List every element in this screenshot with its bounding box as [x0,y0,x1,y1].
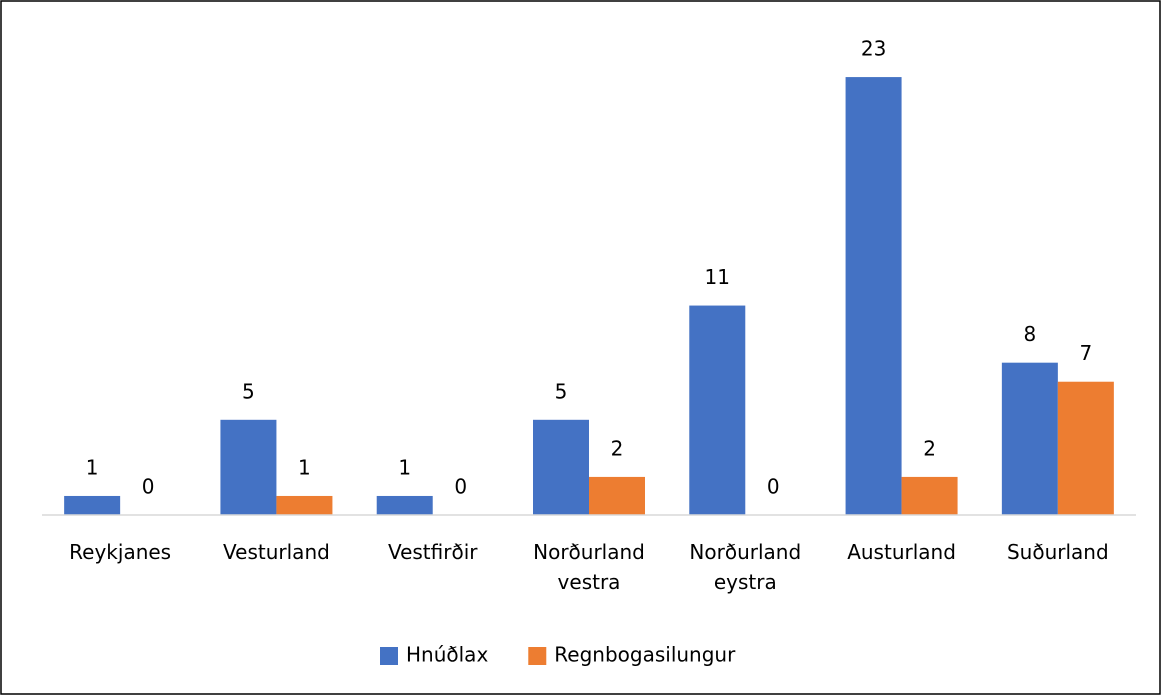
x-tick-label: Austurland [847,540,956,564]
data-label: 0 [767,475,780,499]
data-label: 1 [86,455,99,479]
x-tick-label: Reykjanes [69,540,172,564]
data-label: 0 [142,475,155,499]
bar [1001,362,1058,515]
bar [589,476,645,515]
x-tick-label: Vestfirðir [387,540,478,564]
legend-swatch [528,647,547,665]
bar [220,419,277,515]
data-label: 1 [298,455,311,479]
data-label: 5 [242,379,255,403]
bar [533,419,589,515]
bar [901,476,958,515]
x-tick-label: Norðurland vestra [533,540,645,594]
data-label: 5 [555,379,568,403]
x-tick-label: Vesturland [223,540,330,564]
data-label: 0 [454,475,467,499]
bar [276,495,333,515]
bar [689,305,746,515]
bar [845,77,902,515]
legend-label: Hnúðlax [406,643,488,667]
x-tick-label: Suðurland [1006,540,1109,564]
data-label: 1 [398,455,411,479]
data-label: 23 [861,37,886,61]
bar [64,495,121,515]
bar [1057,381,1114,515]
legend-label: Regnbogasilungur [554,643,736,667]
data-label: 8 [1023,322,1036,346]
bar [376,495,433,515]
data-label: 2 [611,436,624,460]
data-label: 2 [923,436,936,460]
x-tick-label: Norðurland eystra [689,540,802,594]
legend-swatch [380,647,398,665]
data-label: 11 [705,265,730,289]
data-label: 7 [1079,341,1092,365]
